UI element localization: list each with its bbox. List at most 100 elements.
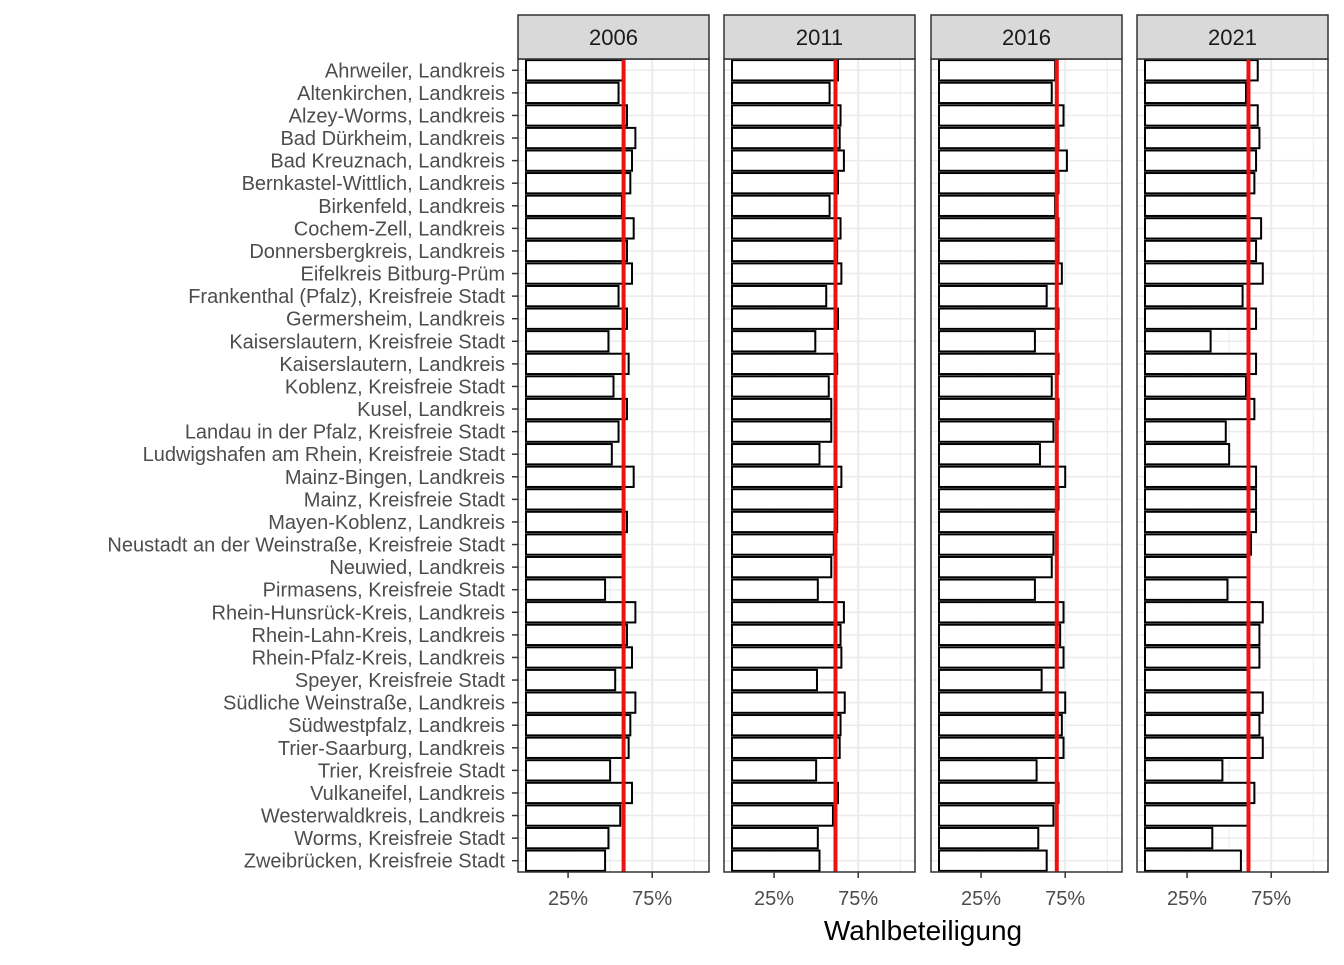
- x-tick-label: 75%: [838, 888, 878, 910]
- bar: [731, 217, 842, 240]
- bar: [525, 81, 620, 105]
- bar: [938, 352, 1060, 376]
- x-tick-label: 25%: [1167, 888, 1207, 910]
- bar: [1144, 488, 1258, 511]
- bar: [731, 307, 840, 330]
- category-label: Trier, Kreisfreie Stadt: [318, 760, 506, 782]
- category-label: Trier-Saarburg, Landkreis: [278, 738, 505, 760]
- bar: [1144, 533, 1253, 556]
- bar: [525, 555, 625, 579]
- x-tick-label: 25%: [754, 888, 794, 910]
- category-label: Birkenfeld, Landkreis: [318, 196, 505, 218]
- bar: [731, 578, 819, 601]
- x-tick-label: 75%: [632, 888, 672, 910]
- bar: [525, 375, 615, 398]
- bar: [938, 555, 1053, 579]
- bar: [731, 239, 839, 263]
- bar: [938, 668, 1043, 692]
- x-tick-label: 25%: [548, 888, 588, 910]
- bar: [731, 623, 842, 647]
- category-label: Mainz-Bingen, Landkreis: [285, 467, 505, 489]
- bar: [525, 714, 632, 737]
- bar: [525, 623, 628, 647]
- bar: [731, 330, 817, 353]
- bar: [938, 646, 1065, 669]
- panel-background: [724, 59, 915, 872]
- bar: [1144, 59, 1259, 82]
- bar: [731, 781, 840, 805]
- bar: [525, 510, 628, 534]
- bar: [731, 714, 842, 737]
- bar: [525, 736, 630, 759]
- bar: [525, 149, 634, 172]
- bar: [938, 375, 1053, 398]
- category-label: Neuwied, Landkreis: [329, 557, 505, 579]
- bar: [525, 239, 628, 263]
- facet-strip: [930, 14, 1123, 60]
- bar: [938, 533, 1055, 556]
- bar: [525, 330, 610, 353]
- bar: [1144, 826, 1214, 850]
- bar: [938, 488, 1060, 511]
- category-label: Landau in der Pfalz, Kreisfreie Stadt: [185, 422, 506, 444]
- bar: [1144, 81, 1247, 105]
- bar: [731, 601, 845, 624]
- category-label: Kaiserslautern, Kreisfreie Stadt: [229, 331, 505, 353]
- bar: [938, 443, 1041, 466]
- bar: [1144, 104, 1259, 127]
- bar: [1144, 149, 1258, 172]
- x-tick-label: 75%: [1251, 888, 1291, 910]
- bar: [525, 668, 617, 692]
- bar: [938, 104, 1065, 127]
- bar: [731, 759, 818, 782]
- bar: [1144, 714, 1261, 737]
- category-label: Donnersbergkreis, Landkreis: [249, 241, 505, 263]
- category-label: Koblenz, Kreisfreie Stadt: [285, 376, 506, 398]
- bar: [938, 397, 1060, 421]
- bar: [938, 714, 1063, 737]
- bar: [938, 420, 1055, 443]
- bar: [525, 443, 613, 466]
- bar: [1144, 736, 1264, 759]
- bar: [525, 59, 625, 82]
- facet-panels: 2006 25% 75% 2011 25% 75% 2016 25% 75% 2021 25% 75%: [517, 14, 1329, 910]
- bar: [731, 375, 830, 398]
- bar: [938, 126, 1060, 150]
- facet-strip: [1136, 14, 1329, 60]
- bar: [938, 239, 1060, 263]
- facet-strip: [723, 14, 916, 60]
- category-label: Bernkastel-Wittlich, Landkreis: [242, 173, 505, 195]
- category-label: Mainz, Kreisfreie Stadt: [304, 489, 506, 511]
- bar: [525, 759, 612, 782]
- bar: [525, 172, 632, 195]
- bar: [1144, 262, 1264, 285]
- facet-panel-2021: 2021 25% 75%: [1136, 14, 1329, 910]
- bar: [1144, 804, 1249, 827]
- category-label: Altenkirchen, Landkreis: [297, 83, 505, 105]
- bar: [525, 781, 634, 805]
- category-label: Eifelkreis Bitburg-Prüm: [300, 264, 505, 286]
- bar: [938, 510, 1058, 534]
- bar: [1144, 691, 1264, 714]
- panel-background: [931, 59, 1122, 872]
- bar: [731, 172, 840, 195]
- bar: [731, 443, 821, 466]
- bar: [938, 691, 1067, 714]
- bar: [1144, 217, 1263, 240]
- category-label: Zweibrücken, Kreisfreie Stadt: [244, 851, 506, 873]
- bar: [1144, 510, 1258, 534]
- bar: [1144, 375, 1247, 398]
- bar: [1144, 646, 1261, 669]
- bar: [1144, 420, 1227, 443]
- bar: [731, 510, 839, 534]
- facet-strip: [517, 14, 710, 60]
- facet-panel-2011: 2011 25% 75%: [723, 14, 916, 910]
- bar: [525, 352, 630, 376]
- bar: [1144, 284, 1244, 308]
- bar: [1144, 397, 1256, 421]
- bar: [731, 126, 841, 150]
- bar: [731, 555, 833, 579]
- bar: [731, 646, 843, 669]
